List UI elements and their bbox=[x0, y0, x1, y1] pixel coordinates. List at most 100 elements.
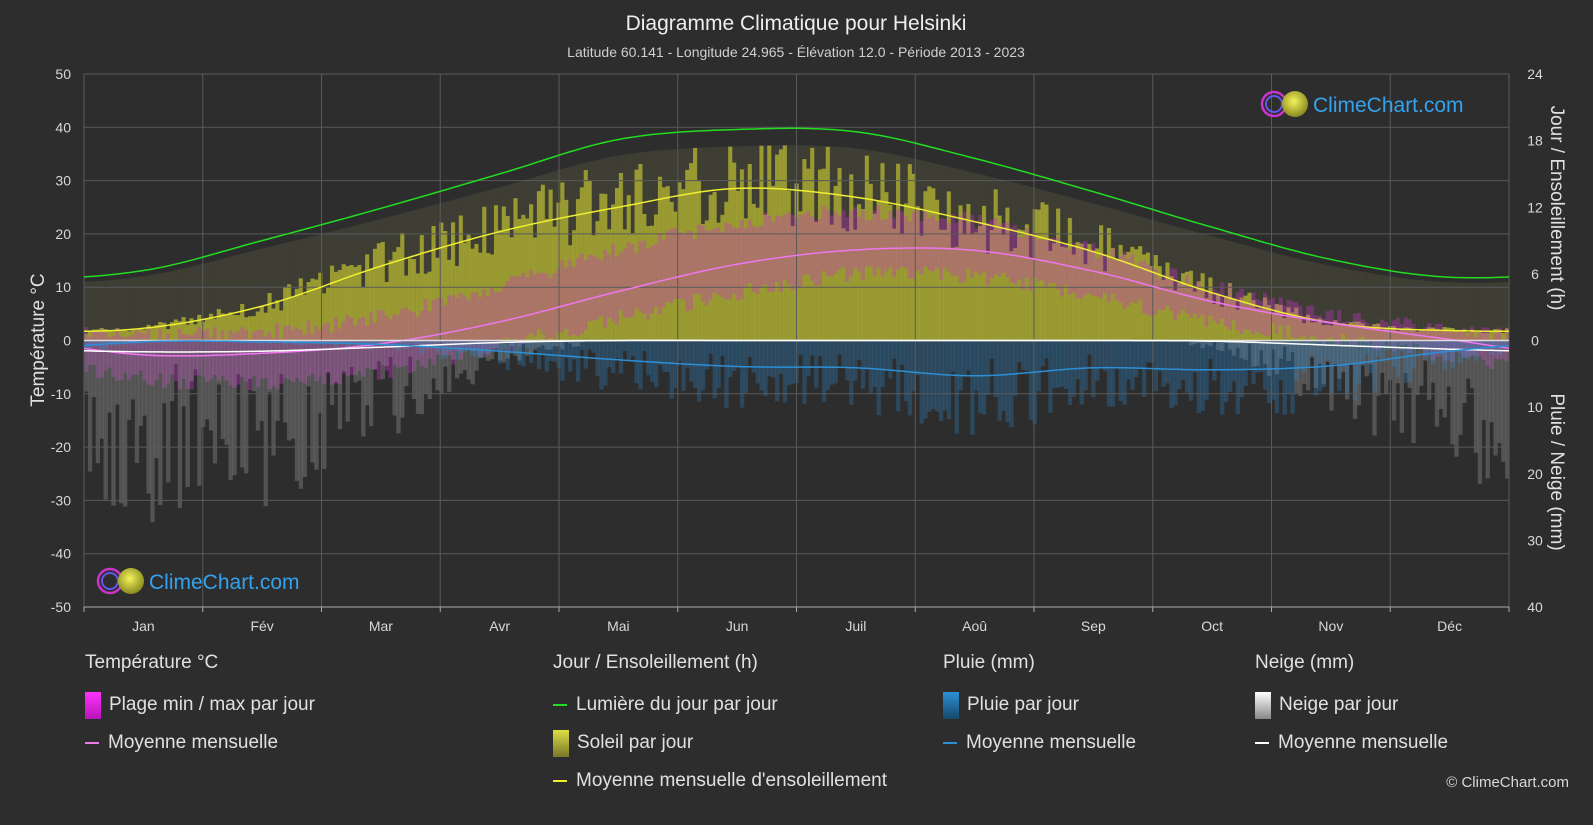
sunshine-day-bar bbox=[306, 282, 311, 341]
sunshine-day-bar bbox=[907, 164, 913, 341]
right-top-tick-label: 12 bbox=[1527, 199, 1543, 215]
sunshine-day-bar bbox=[915, 206, 920, 341]
sunshine-day-bar bbox=[115, 328, 120, 341]
sunshine-day-bar bbox=[1466, 332, 1471, 341]
rain-day-bar bbox=[1020, 340, 1026, 371]
sunshine-day-bar bbox=[1075, 242, 1080, 341]
temp-range-day-bar bbox=[353, 325, 358, 375]
month-label: Oct bbox=[1201, 618, 1223, 634]
rain-day-bar bbox=[583, 340, 589, 369]
daylight-day-bar bbox=[1364, 272, 1369, 341]
legend-label: Pluie par jour bbox=[967, 694, 1079, 715]
snow-day-bar bbox=[205, 340, 210, 420]
rain-day-bar bbox=[915, 340, 920, 376]
sunshine-day-bar bbox=[954, 246, 959, 341]
sunshine-day-bar bbox=[1352, 321, 1358, 341]
rain-day-bar bbox=[1341, 340, 1346, 368]
sunshine-day-bar bbox=[903, 203, 909, 341]
rain-day-bar bbox=[1313, 340, 1319, 396]
snow-day-bar bbox=[400, 340, 405, 418]
sunshine-day-bar bbox=[1313, 322, 1319, 341]
temp-range-day-bar bbox=[1173, 268, 1178, 321]
temp-range-day-bar bbox=[1399, 323, 1404, 346]
daylight-day-bar bbox=[1313, 262, 1319, 341]
sunshine-day-bar bbox=[154, 325, 159, 341]
sunshine-day-bar bbox=[1337, 324, 1342, 341]
sunshine-day-bar bbox=[1040, 202, 1045, 341]
rain-day-bar bbox=[1251, 340, 1256, 384]
temp-range-day-bar bbox=[552, 273, 557, 341]
brand-logo-top: ClimeChart.com bbox=[1260, 90, 1464, 118]
sunshine-day-bar bbox=[287, 284, 292, 341]
snow-day-bar bbox=[1290, 340, 1295, 353]
temp-range-day-bar bbox=[439, 297, 444, 355]
rain-day-bar bbox=[1102, 340, 1108, 372]
snow-day-bar bbox=[169, 340, 175, 402]
snow-day-bar bbox=[146, 340, 151, 494]
temp-range-day-bar bbox=[1138, 261, 1143, 300]
temp-range-day-bar bbox=[767, 215, 772, 292]
rain-day-bar bbox=[1247, 340, 1252, 369]
sunshine-day-bar bbox=[259, 306, 264, 341]
rain-day-bar bbox=[91, 340, 97, 347]
snow-day-bar bbox=[287, 340, 292, 441]
daylight-day-bar bbox=[1243, 245, 1248, 341]
sunshine-day-bar bbox=[767, 145, 772, 341]
daylight-day-bar bbox=[162, 272, 167, 341]
rain-day-bar bbox=[767, 340, 772, 377]
rain-day-bar bbox=[353, 340, 358, 344]
temp-range-day-bar bbox=[521, 272, 526, 344]
sunshine-day-bar bbox=[478, 252, 483, 341]
temp-range-day-bar bbox=[1411, 323, 1416, 343]
rain-day-bar bbox=[1380, 340, 1385, 362]
sunshine-day-bar bbox=[91, 329, 97, 341]
daylight-day-bar bbox=[158, 273, 163, 341]
temp-range-day-bar bbox=[560, 260, 565, 333]
legend-item: Moyenne mensuelle bbox=[1255, 724, 1448, 762]
sunshine-day-bar bbox=[845, 231, 850, 341]
rain-day-bar bbox=[536, 340, 542, 370]
sunshine-day-bar bbox=[599, 193, 604, 341]
daylight-day-bar bbox=[130, 277, 136, 341]
snow-day-bar bbox=[1407, 340, 1412, 388]
snow-day-bar bbox=[1395, 340, 1401, 384]
sunshine-day-bar bbox=[1247, 292, 1252, 341]
snow-day-bar bbox=[1391, 340, 1397, 421]
sunshine-day-bar bbox=[1224, 297, 1229, 341]
snow-day-bar bbox=[411, 340, 417, 400]
rain-day-bar bbox=[486, 340, 491, 354]
sunshine-day-bar bbox=[946, 191, 952, 341]
temp-range-day-bar bbox=[657, 233, 663, 315]
sunshine-day-bar bbox=[216, 309, 222, 341]
rain-day-bar bbox=[1091, 340, 1096, 398]
rain-day-bar bbox=[119, 340, 124, 343]
sunshine-day-bar bbox=[365, 254, 370, 341]
temp-range-day-bar bbox=[1305, 306, 1311, 342]
right-bottom-tick-label: 30 bbox=[1527, 532, 1543, 548]
temp-range-day-bar bbox=[290, 329, 296, 382]
rain-day-bar bbox=[782, 340, 788, 403]
sunshine-day-bar bbox=[673, 211, 678, 341]
temp-range-day-bar bbox=[611, 243, 616, 322]
sunshine-day-bar bbox=[501, 206, 507, 341]
sunshine-day-bar bbox=[1438, 331, 1444, 341]
temp-range-day-bar bbox=[115, 328, 120, 382]
temp-range-day-bar bbox=[1106, 259, 1112, 303]
rain-day-bar bbox=[630, 340, 635, 357]
temp-range-day-bar bbox=[1352, 313, 1358, 348]
sunshine-day-bar bbox=[283, 286, 288, 341]
sunshine-day-bar bbox=[165, 329, 171, 341]
rain-day-bar bbox=[1138, 340, 1143, 368]
daylight-day-bar bbox=[244, 252, 249, 341]
legend-item: Pluie par jour bbox=[943, 686, 1136, 724]
snow-day-bar bbox=[244, 340, 249, 474]
rain-day-bar bbox=[1048, 340, 1053, 413]
sunshine-day-bar bbox=[443, 230, 448, 341]
temp-range-day-bar bbox=[1266, 299, 1272, 337]
sunshine-day-bar bbox=[1454, 330, 1459, 341]
right-top-tick-label: 0 bbox=[1531, 333, 1539, 349]
sunshine-day-bar bbox=[1200, 273, 1205, 341]
sunshine-day-bar bbox=[868, 183, 874, 341]
daylight-day-bar bbox=[1450, 282, 1455, 341]
rain-day-bar bbox=[634, 340, 639, 384]
